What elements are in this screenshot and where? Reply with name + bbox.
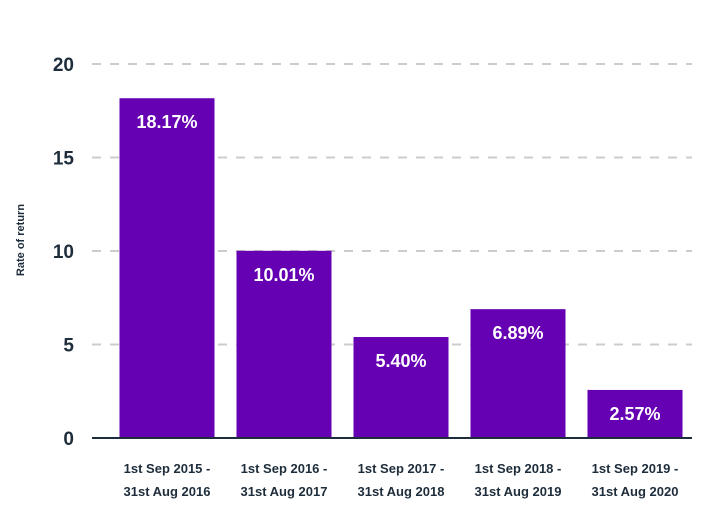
x-tick-label: 1st Sep 2019 - [592, 461, 679, 476]
x-tick-label: 1st Sep 2015 - [124, 461, 211, 476]
y-axis-title: Rate of return [15, 204, 27, 276]
x-tick-label: 31st Aug 2020 [592, 484, 679, 499]
x-tick-label: 31st Aug 2016 [124, 484, 211, 499]
x-tick-label: 31st Aug 2018 [358, 484, 445, 499]
bar-value-label: 5.40% [375, 351, 426, 371]
x-tick-label: 1st Sep 2018 - [475, 461, 562, 476]
bar [587, 389, 683, 438]
y-tick-label: 5 [63, 336, 74, 357]
bars: 18.17% 10.01% 5.40% 6.89% 2.57% [119, 98, 683, 438]
bar [470, 309, 566, 438]
y-axis-ticks: 0 5 10 15 20 [53, 55, 75, 450]
bar-value-label: 6.89% [492, 323, 543, 343]
x-tick-label: 31st Aug 2017 [241, 484, 328, 499]
y-tick-label: 15 [53, 149, 75, 170]
x-tick-label: 1st Sep 2017 - [358, 461, 445, 476]
bar [236, 250, 332, 438]
x-tick-label: 31st Aug 2019 [475, 484, 562, 499]
x-tick-label: 1st Sep 2016 - [241, 461, 328, 476]
y-tick-label: 20 [53, 55, 74, 76]
bar [119, 98, 215, 438]
bar-value-label: 18.17% [136, 112, 197, 132]
bar-value-label: 2.57% [609, 404, 660, 424]
y-tick-label: 10 [53, 242, 74, 263]
bar [353, 337, 449, 438]
x-axis-labels: 1st Sep 2015 - 31st Aug 2016 1st Sep 2016 … [124, 461, 679, 499]
y-tick-label: 0 [63, 429, 74, 450]
bar-value-label: 10.01% [253, 265, 314, 285]
